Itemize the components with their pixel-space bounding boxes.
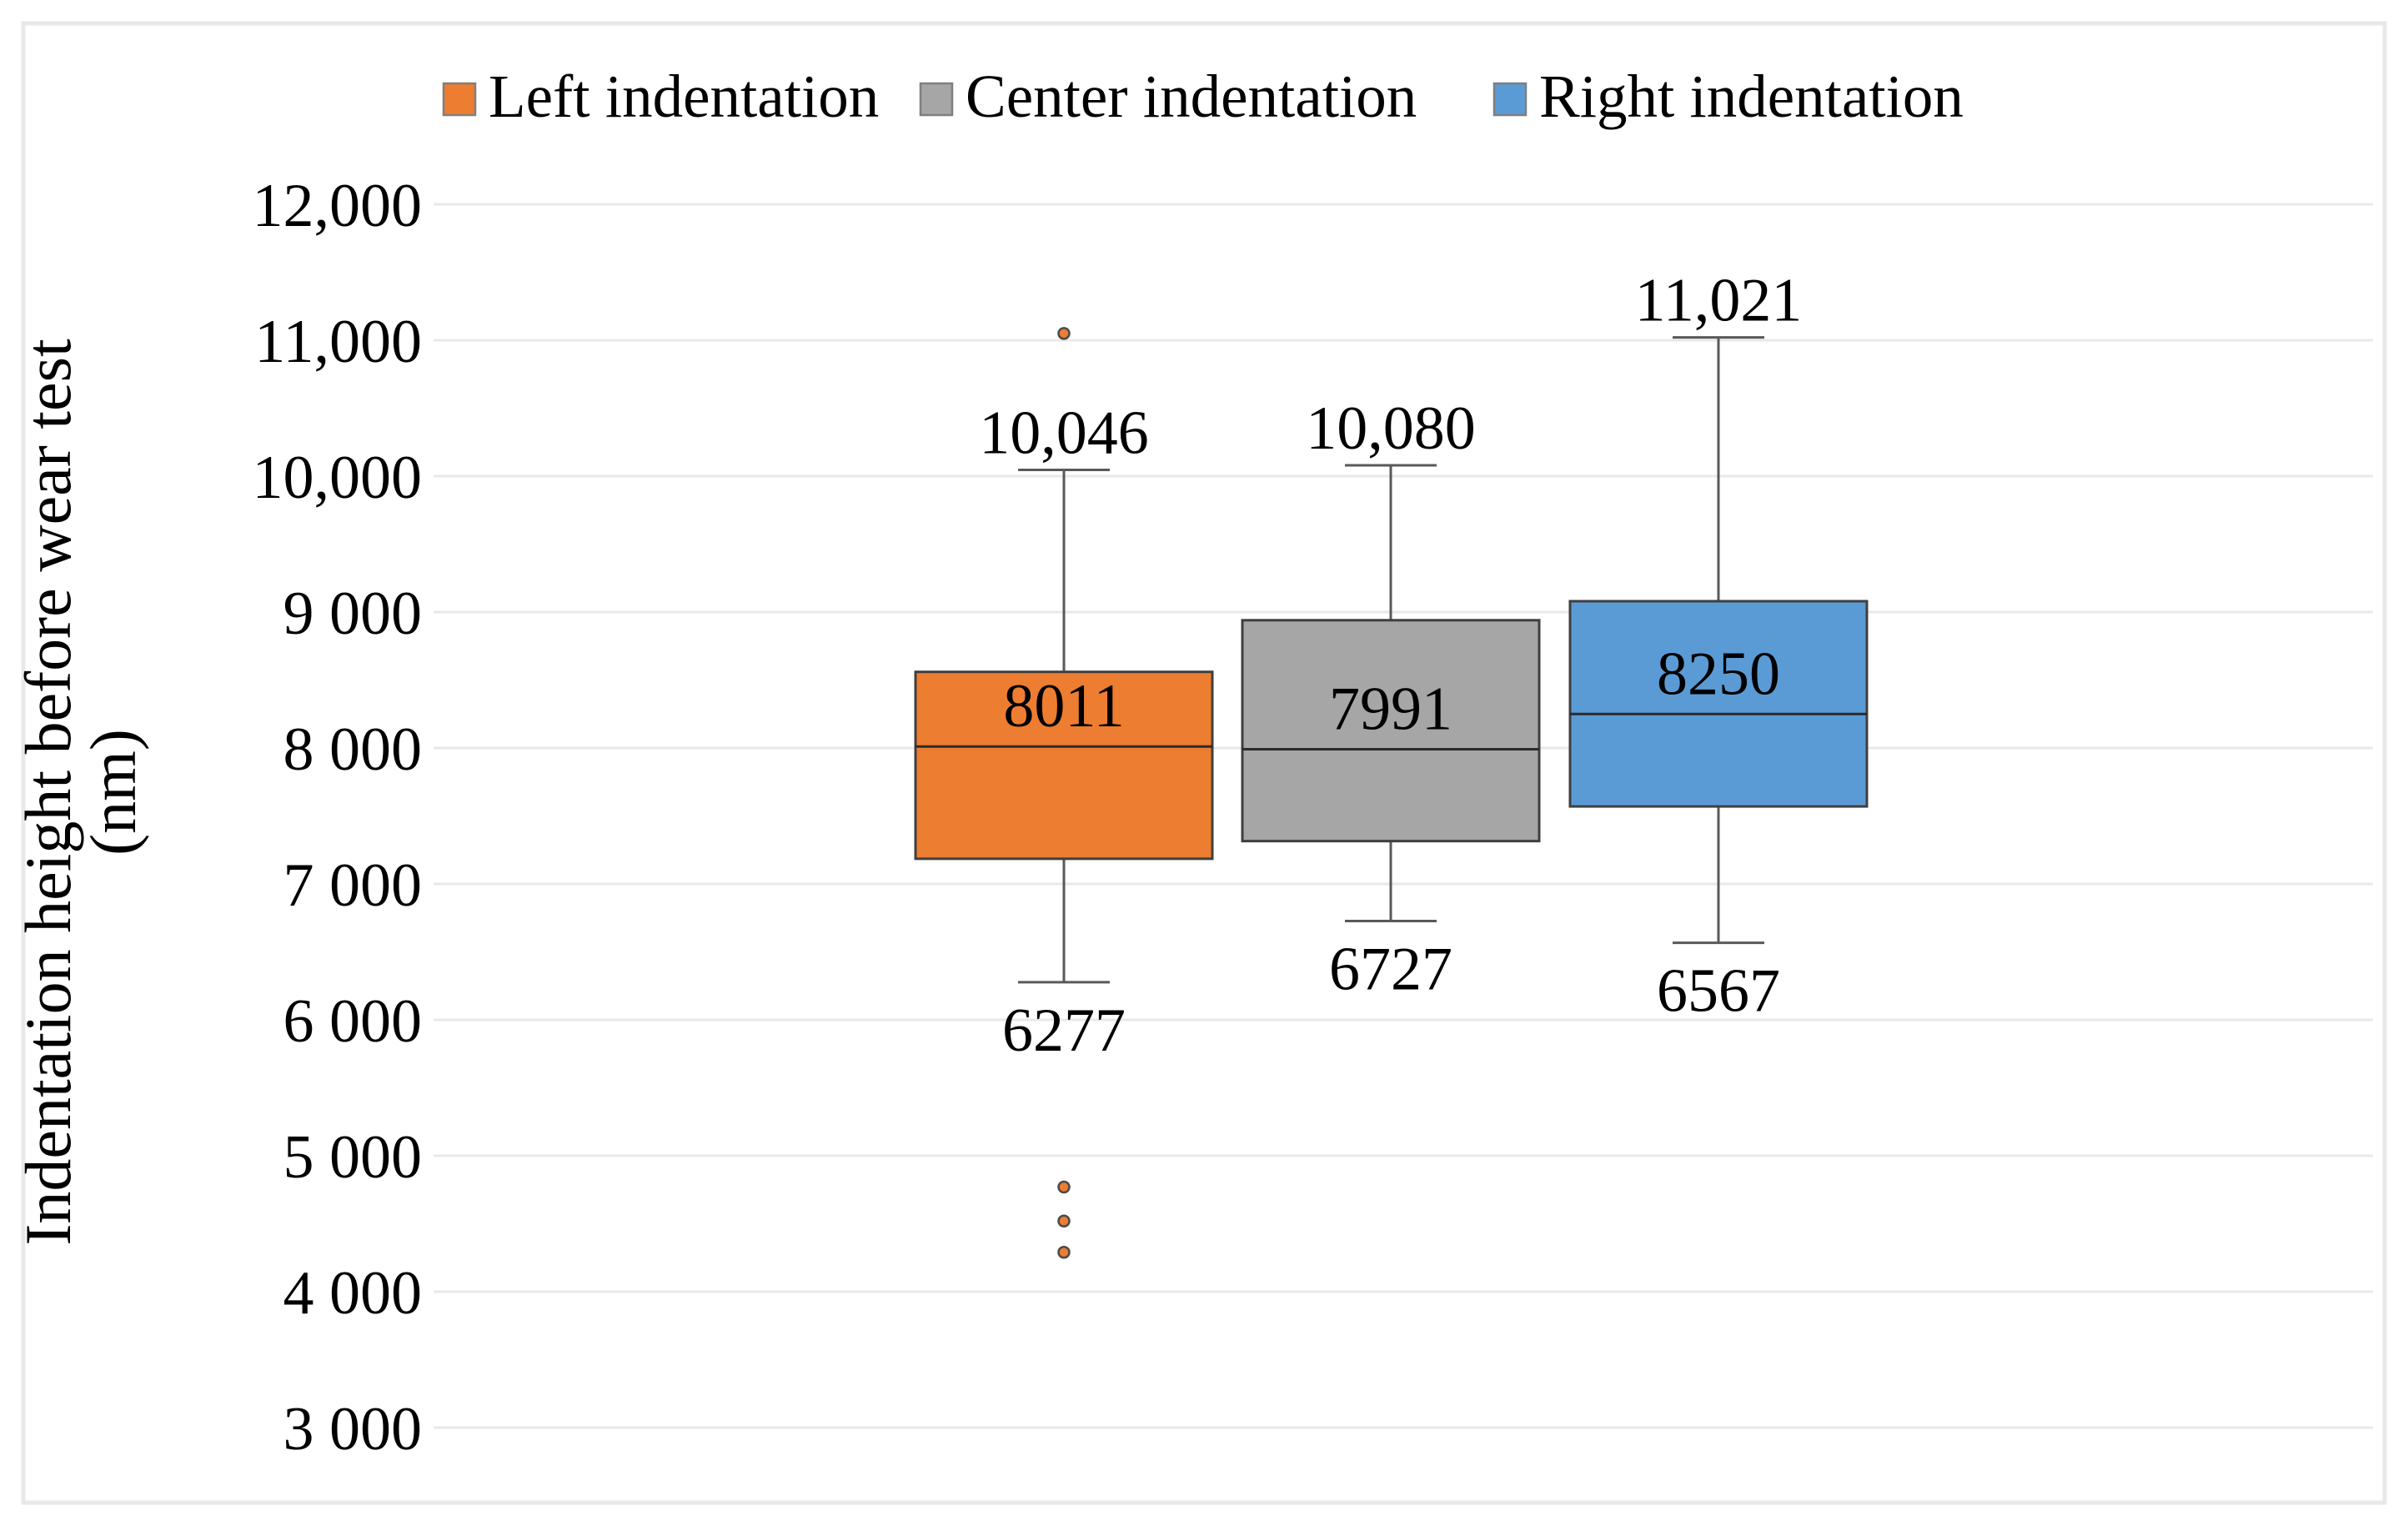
box-series-right: 11,021 8250 6567 [1568,267,1869,1026]
box-series-center: 10,080 7991 6727 [1241,394,1541,1003]
y-axis-title-line2: (nm) [77,729,149,856]
iqr-box [914,670,1214,861]
y-axis-title: Indentation height before wear test (nm) [12,339,149,1246]
y-axis-tick-label: 9 000 [283,580,423,648]
y-axis-tick-label: 12,000 [253,172,423,240]
whisker-high-label: 10,080 [1306,394,1476,463]
legend-swatch-icon [442,82,477,117]
outlier-point [1057,327,1071,340]
y-axis-tick-label: 6 000 [283,987,423,1056]
y-axis-tick-labels: 12,000 11,000 10,000 9 000 8 000 7 000 6 000 5 … [253,172,423,1463]
median-label: 8011 [1003,672,1124,740]
legend-item-label: Left indentation [489,63,879,130]
whisker-high-label: 11,021 [1635,267,1803,335]
whisker-low-label: 6567 [1657,957,1780,1026]
legend-item: Right indentation [1492,63,1964,130]
y-axis-tick-label: 11,000 [254,308,422,376]
y-axis-tick-label: 10,000 [253,444,423,512]
iqr-box [1568,600,1869,808]
y-axis-tick-label: 5 000 [283,1123,423,1192]
outlier-point [1057,1245,1071,1259]
legend-swatch-icon [1492,82,1528,117]
figure-border-rect [21,21,2387,1505]
box-series-left: 10,046 8011 6277 [914,327,1214,1259]
y-axis-tick-label: 7 000 [283,851,423,920]
legend: Left indentation Center indentation Right … [442,63,1964,130]
median-label: 7991 [1329,675,1452,743]
whisker-low-label: 6277 [1002,996,1126,1065]
legend-item: Center indentation [919,63,1417,130]
y-axis-tick-label: 3 000 [283,1395,423,1463]
whisker-high-label: 10,046 [979,399,1149,468]
median-label: 8250 [1657,640,1780,708]
y-axis-tick-label: 4 000 [283,1259,423,1328]
legend-swatch-icon [919,82,954,117]
y-axis-title-line1: Indentation height before wear test [12,339,84,1246]
figure-border [21,21,2387,1505]
box-series: 10,046 8011 6277 10,080 7991 6727 11,021 8250 65… [914,267,1869,1259]
gridlines [434,203,2373,1429]
outlier-point [1057,1214,1071,1227]
iqr-box [1241,619,1541,843]
whisker-low-label: 6727 [1329,935,1452,1003]
legend-item-label: Center indentation [966,63,1417,130]
legend-item: Left indentation [442,63,879,130]
legend-item-label: Right indentation [1539,63,1964,130]
outlier-point [1057,1180,1071,1194]
y-axis-tick-label: 8 000 [283,715,423,784]
